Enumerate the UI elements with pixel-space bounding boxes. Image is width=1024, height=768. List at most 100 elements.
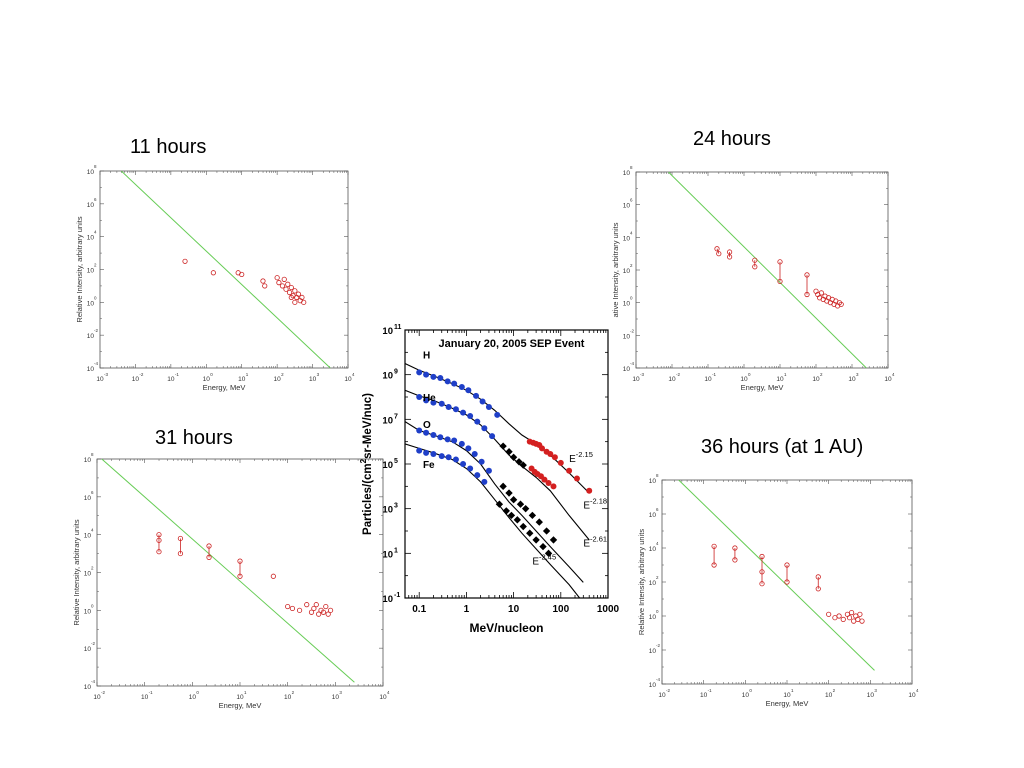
x-tick-exponent: 0 [749, 688, 752, 693]
black-diamond-point [515, 458, 523, 466]
blue-point [471, 450, 478, 457]
blue-point [479, 398, 486, 405]
data-point [311, 605, 317, 612]
blue-point [460, 461, 467, 467]
x-tick-label: 10 [742, 692, 750, 699]
y-tick-label: 10 [87, 235, 95, 242]
panel-title-24h: 24 hours [693, 128, 771, 150]
data-point [206, 543, 212, 549]
y-tick-label: 10 [649, 580, 657, 587]
data-point [804, 291, 810, 298]
data-point [815, 586, 821, 592]
x-tick-exponent: 3 [856, 372, 859, 377]
chart-36-hours: 10-210-110010110210310410810610410210010… [637, 473, 919, 708]
data-point [304, 602, 310, 608]
sep-x-axis-label: MeV/nucleon [469, 621, 543, 635]
blue-point [494, 411, 501, 418]
x-tick-exponent: 2 [292, 690, 295, 695]
x-tick-exponent: 3 [339, 690, 342, 695]
x-tick-label: 10 [96, 376, 104, 383]
x-tick-label: 10 [848, 376, 856, 383]
x-tick-label: 100 [552, 604, 569, 615]
y-tick-exponent: 4 [91, 528, 94, 533]
y-tick-label: 10 [623, 235, 631, 242]
y-tick-exponent: 0 [94, 295, 97, 300]
x-tick-exponent: -3 [104, 372, 108, 377]
y-tick-exponent: -4 [94, 361, 98, 366]
slope-annotation: E-2.61 [583, 535, 607, 550]
blue-point [423, 429, 430, 436]
y-tick-label: 10 [649, 512, 657, 519]
x-tick-exponent: 4 [387, 690, 390, 695]
y-tick-exponent: -2 [630, 328, 634, 333]
x-tick-label: 10 [284, 694, 292, 701]
y-tick-exponent: 4 [630, 230, 633, 235]
blue-point [467, 465, 474, 472]
blue-point [451, 437, 458, 444]
chart-24-hours: 10-310-210-11001011021031041081061041021… [611, 165, 895, 392]
y-tick-label: 10 [623, 268, 631, 275]
x-tick-label: 10 [704, 376, 712, 383]
y-tick-exponent: 6 [94, 197, 97, 202]
blue-point [474, 472, 481, 479]
data-point [260, 278, 266, 284]
red-point [586, 487, 593, 494]
y-tick-exponent: 8 [656, 473, 659, 478]
data-point [804, 272, 810, 278]
y-label-part: sr-MeV/nuc) [362, 393, 374, 459]
data-point [177, 550, 184, 557]
y-tick-label: 10 [382, 505, 393, 516]
data-point [262, 283, 268, 289]
data-point [716, 251, 722, 257]
chart-11-hours: 10-310-210-11001011021031041081061041021… [75, 164, 355, 392]
data-point [711, 562, 717, 568]
y-tick-label: 10 [84, 684, 92, 691]
data-point [237, 573, 243, 579]
red-point [539, 445, 546, 452]
data-point [840, 616, 846, 622]
x-tick-label: 10 [825, 692, 833, 699]
blue-point [416, 447, 423, 454]
blue-point [445, 454, 452, 461]
blue-point [465, 445, 472, 452]
data-point [727, 254, 733, 260]
y-tick-exponent: 1 [394, 547, 398, 554]
red-point [545, 479, 552, 486]
data-point [299, 294, 305, 301]
y-tick-exponent: 2 [91, 566, 94, 571]
data-point [288, 294, 294, 301]
x-tick-label: 10 [379, 694, 387, 701]
panel-title-31h: 31 hours [155, 427, 233, 449]
data-point [285, 281, 291, 287]
slope-annotation: E-2.18 [583, 497, 607, 512]
x-axis-label: Energy, MeV [741, 383, 784, 392]
blue-point [451, 380, 458, 387]
x-tick-exponent: -3 [640, 372, 644, 377]
fit-line [101, 459, 355, 683]
blue-point [458, 383, 465, 390]
data-point [320, 609, 327, 615]
y-tick-label: 10 [84, 457, 92, 464]
blue-point [423, 371, 430, 378]
blue-point [489, 433, 496, 440]
panel-title-11h: 11 hours [130, 136, 207, 158]
slope-base: E [532, 557, 539, 568]
x-tick-exponent: 3 [317, 372, 320, 377]
y-tick-label: 10 [649, 546, 657, 553]
black-diamond-point [505, 489, 513, 497]
data-point [156, 532, 162, 538]
x-tick-label: 1 [464, 604, 470, 615]
red-point [557, 459, 564, 466]
chart-31-hours: 10-210-110010110210310410810610410210010… [72, 452, 390, 710]
x-tick-exponent: -2 [101, 690, 105, 695]
black-diamond-point [516, 500, 525, 508]
data-point [288, 284, 294, 291]
blue-point [465, 387, 472, 394]
fit-line [678, 480, 875, 671]
y-tick-exponent: -1 [394, 592, 400, 599]
x-tick-exponent: -2 [676, 372, 680, 377]
y-tick-label: 10 [623, 203, 631, 210]
y-tick-label: 10 [623, 170, 631, 177]
x-tick-exponent: -2 [139, 372, 143, 377]
y-tick-exponent: -4 [630, 361, 634, 366]
